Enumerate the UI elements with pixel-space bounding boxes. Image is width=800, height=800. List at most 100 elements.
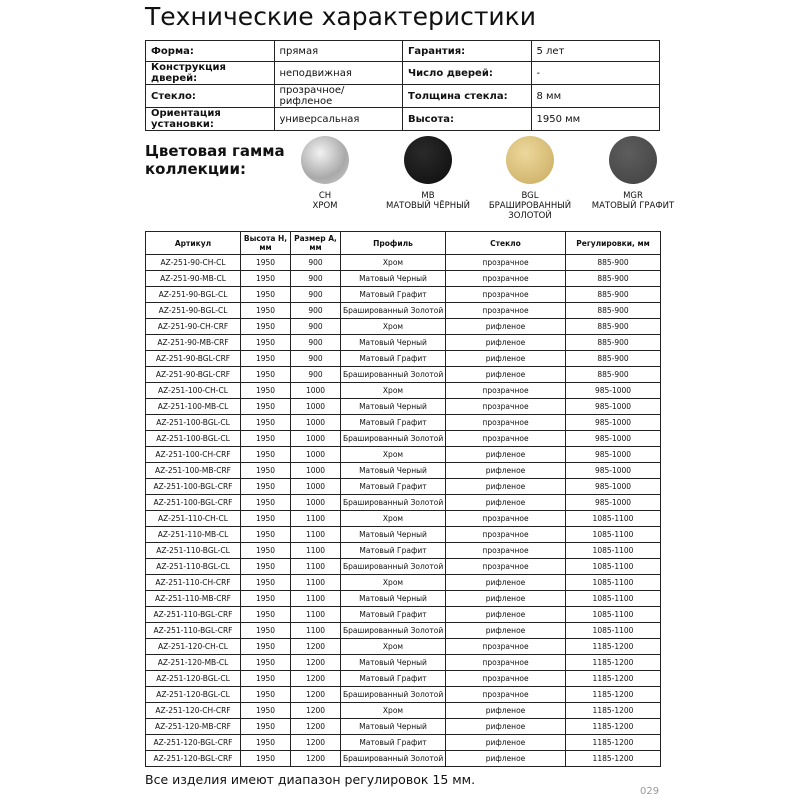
spec-cell: Гарантия:: [402, 40, 532, 62]
product-row: AZ-251-110-CH-CRF 1950 1100 Хром рифленое 108…: [145, 574, 661, 591]
product-cell: прозрачное: [445, 558, 566, 575]
product-cell: Брашированный Золотой: [340, 558, 446, 575]
product-row: AZ-251-120-BGL-CRF 1950 1200 Брашированный …: [145, 750, 661, 767]
product-cell: AZ-251-120-MB-CL: [145, 654, 241, 671]
product-row: AZ-251-110-CH-CL 1950 1100 Хром прозрачное 10…: [145, 510, 661, 527]
product-cell: 900: [290, 366, 341, 383]
product-cell: Матовый Черный: [340, 270, 446, 287]
product-cell: 1950: [240, 462, 291, 479]
product-cell: 1950: [240, 382, 291, 399]
product-cell: 1950: [240, 526, 291, 543]
product-cell: AZ-251-120-BGL-CRF: [145, 734, 241, 751]
product-cell: прозрачное: [445, 526, 566, 543]
product-cell: AZ-251-120-MB-CRF: [145, 718, 241, 735]
product-cell: 1185-1200: [565, 638, 661, 655]
product-cell: 1200: [290, 734, 341, 751]
spec-row: Конструкция дверей: неподвижная Число двер…: [145, 61, 660, 85]
swatch-name: ХРОМ: [312, 201, 338, 211]
product-cell: AZ-251-90-BGL-CRF: [145, 366, 241, 383]
product-cell: Матовый Графит: [340, 286, 446, 303]
product-row: AZ-251-110-BGL-CRF 1950 1100 Матовый Графит…: [145, 606, 661, 623]
column-header: Стекло: [445, 231, 566, 255]
product-cell: AZ-251-90-BGL-CL: [145, 302, 241, 319]
product-cell: 1950: [240, 622, 291, 639]
product-cell: 1085-1100: [565, 542, 661, 559]
product-cell: 1200: [290, 686, 341, 703]
product-row: AZ-251-120-BGL-CL 1950 1200 Матовый Графит п…: [145, 670, 661, 687]
product-cell: Хром: [340, 702, 446, 719]
product-cell: Матовый Черный: [340, 654, 446, 671]
product-cell: AZ-251-110-MB-CRF: [145, 590, 241, 607]
product-cell: 1950: [240, 366, 291, 383]
product-cell: Матовый Графит: [340, 734, 446, 751]
product-cell: рифленое: [445, 462, 566, 479]
product-row: AZ-251-90-CH-CRF 1950 900 Хром рифленое 885-9…: [145, 318, 661, 335]
product-cell: 1950: [240, 494, 291, 511]
product-cell: рифленое: [445, 750, 566, 767]
product-cell: 1000: [290, 494, 341, 511]
spec-cell: Форма:: [145, 40, 275, 62]
product-cell: 1100: [290, 510, 341, 527]
product-cell: Брашированный Золотой: [340, 366, 446, 383]
product-cell: 1100: [290, 542, 341, 559]
product-row: AZ-251-100-CH-CL 1950 1000 Хром прозрачное 98…: [145, 382, 661, 399]
product-cell: Матовый Черный: [340, 462, 446, 479]
swatch: MGR МАТОВЫЙ ГРАФИТ: [581, 136, 685, 211]
column-header: Регулировки, мм: [565, 231, 661, 255]
product-cell: 1085-1100: [565, 510, 661, 527]
title: Технические характеристики: [145, 2, 536, 31]
column-header: Размер А, мм: [290, 231, 341, 255]
product-cell: рифленое: [445, 702, 566, 719]
product-row: AZ-251-120-CH-CL 1950 1200 Хром прозрачное 11…: [145, 638, 661, 655]
product-row: AZ-251-100-CH-CRF 1950 1000 Хром рифленое 985…: [145, 446, 661, 463]
product-cell: прозрачное: [445, 670, 566, 687]
swatch-disc: [609, 136, 657, 184]
swatch-name: БРАШИРОВАННЫЙ ЗОЛОТОЙ: [488, 201, 572, 221]
spec-cell: неподвижная: [273, 61, 403, 85]
product-row: AZ-251-100-MB-CRF 1950 1000 Матовый Черный р…: [145, 462, 661, 479]
product-cell: 985-1000: [565, 430, 661, 447]
product-row: AZ-251-100-BGL-CRF 1950 1000 Брашированный …: [145, 494, 661, 511]
product-cell: рифленое: [445, 446, 566, 463]
product-cell: 1950: [240, 686, 291, 703]
product-row: AZ-251-120-MB-CL 1950 1200 Матовый Черный пр…: [145, 654, 661, 671]
product-cell: AZ-251-100-MB-CL: [145, 398, 241, 415]
product-cell: рифленое: [445, 622, 566, 639]
spec-row: Форма: прямая Гарантия: 5 лет: [145, 40, 660, 62]
product-cell: 885-900: [565, 270, 661, 287]
product-cell: AZ-251-120-BGL-CL: [145, 686, 241, 703]
product-cell: 985-1000: [565, 398, 661, 415]
product-cell: AZ-251-90-MB-CRF: [145, 334, 241, 351]
product-cell: 1085-1100: [565, 526, 661, 543]
spec-cell: прямая: [273, 40, 403, 62]
product-cell: AZ-251-90-CH-CL: [145, 254, 241, 271]
product-cell: AZ-251-110-BGL-CL: [145, 558, 241, 575]
product-cell: Матовый Черный: [340, 718, 446, 735]
product-cell: прозрачное: [445, 542, 566, 559]
product-row: AZ-251-110-BGL-CRF 1950 1100 Брашированный …: [145, 622, 661, 639]
product-cell: прозрачное: [445, 302, 566, 319]
product-cell: рифленое: [445, 718, 566, 735]
product-cell: прозрачное: [445, 654, 566, 671]
product-cell: прозрачное: [445, 510, 566, 527]
spec-cell: Число дверей:: [402, 61, 532, 85]
product-cell: Брашированный Золотой: [340, 430, 446, 447]
product-row: AZ-251-90-BGL-CL 1950 900 Матовый Графит про…: [145, 286, 661, 303]
product-cell: 885-900: [565, 334, 661, 351]
product-cell: 900: [290, 334, 341, 351]
product-cell: AZ-251-100-BGL-CRF: [145, 478, 241, 495]
product-row: AZ-251-120-BGL-CL 1950 1200 Брашированный З…: [145, 686, 661, 703]
product-cell: 885-900: [565, 302, 661, 319]
product-row: AZ-251-100-BGL-CL 1950 1000 Брашированный З…: [145, 430, 661, 447]
product-cell: AZ-251-110-MB-CL: [145, 526, 241, 543]
product-cell: 1185-1200: [565, 750, 661, 767]
product-cell: AZ-251-110-BGL-CRF: [145, 606, 241, 623]
swatch-code: MGR: [623, 191, 643, 201]
product-cell: Хром: [340, 638, 446, 655]
product-cell: 1950: [240, 478, 291, 495]
product-row: AZ-251-90-MB-CL 1950 900 Матовый Черный проз…: [145, 270, 661, 287]
swatch-code: CH: [318, 191, 332, 201]
swatch-name: МАТОВЫЙ ГРАФИТ: [591, 201, 675, 211]
product-row: AZ-251-100-MB-CL 1950 1000 Матовый Черный пр…: [145, 398, 661, 415]
product-cell: 1200: [290, 654, 341, 671]
